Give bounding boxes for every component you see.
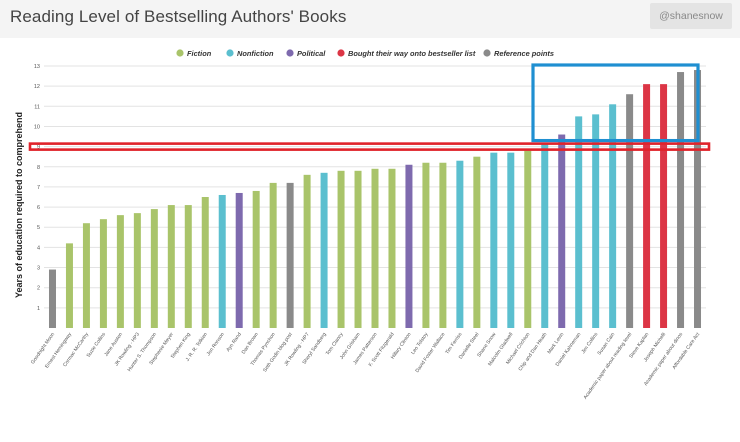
annotations xyxy=(28,63,711,151)
y-tick-label: 8 xyxy=(37,165,40,171)
header: Reading Level of Bestselling Authors' Bo… xyxy=(0,0,740,34)
bar-malcolm-gladwell xyxy=(507,152,515,328)
bar-seth-godin-blog-post xyxy=(286,182,294,328)
bar-stephenie-meyer xyxy=(167,205,175,328)
bar-steve-kaplan xyxy=(643,84,651,328)
bar-academic-paper-about-dinos xyxy=(677,72,685,328)
bar-j-r-r-tolkien xyxy=(201,197,209,328)
legend-label-bought-their-way-onto-bestseller-list: Bought their way onto bestseller list xyxy=(348,49,476,58)
grade-9-highlight-band xyxy=(28,142,711,151)
bar-cormac-mccarthy xyxy=(82,223,90,328)
y-tick-label: 13 xyxy=(34,64,40,70)
bar-jk-rowling-hp3 xyxy=(133,213,141,328)
legend-swatch-fiction xyxy=(176,49,184,57)
bar-tom-clancy xyxy=(337,170,345,328)
bar-james-patterson xyxy=(371,168,379,328)
y-tick-label: 10 xyxy=(34,124,40,130)
bar-jim-collins xyxy=(592,114,600,328)
bar-chart: Fiction Nonfiction Political Bought their w… xyxy=(14,49,711,401)
bar-mark-levin xyxy=(558,134,566,328)
y-tick-label: 2 xyxy=(37,286,40,292)
x-tick-label: Ayn Rand xyxy=(225,332,243,354)
bar-john-grisham xyxy=(354,170,362,328)
legend-item-reference-points: Reference points xyxy=(483,49,554,58)
page-title: Reading Level of Bestselling Authors' Bo… xyxy=(10,7,347,26)
legend-swatch-bought-their-way-onto-bestseller-list xyxy=(337,49,345,57)
bar-hunter-s-thompson xyxy=(150,209,158,328)
bar-goodnight-moon xyxy=(48,269,56,328)
bar-joseph-michelli xyxy=(660,84,668,328)
y-tick-label: 5 xyxy=(37,225,40,231)
legend-label-reference-points: Reference points xyxy=(494,49,554,58)
bar-sheryl-sandberg xyxy=(320,172,328,328)
bar-tim-ferriss xyxy=(456,160,464,328)
bar-thomas-pynchon xyxy=(269,182,277,328)
y-tick-label: 6 xyxy=(37,205,40,211)
bar-suzie-collins xyxy=(99,219,107,328)
bar-f-scott-fitzgerald xyxy=(388,168,396,328)
bar-daniel-kahneman xyxy=(575,116,583,328)
bar-academic-paper-about-reading-level xyxy=(626,94,634,328)
bar-hillary-clinton xyxy=(405,164,413,328)
legend-label-fiction: Fiction xyxy=(187,49,212,58)
legend-swatch-nonfiction xyxy=(226,49,234,57)
y-tick-label: 4 xyxy=(37,245,40,251)
legend-item-bought-their-way-onto-bestseller-list: Bought their way onto bestseller list xyxy=(337,49,476,58)
bar-dan-brown xyxy=(252,190,260,328)
bar-ernest-hemingway xyxy=(65,243,73,328)
legend-item-fiction: Fiction xyxy=(176,49,212,58)
bar-susan-cain xyxy=(609,104,617,329)
bar-jk-rowling-hp7 xyxy=(303,174,311,328)
bar-stephen-king xyxy=(184,205,192,328)
author-handle-badge[interactable]: @shanesnow xyxy=(650,3,732,29)
legend-item-political: Political xyxy=(286,49,326,58)
legend-label-political: Political xyxy=(297,49,326,58)
y-tick-label: 1 xyxy=(37,306,40,312)
bar-affordable-care-act xyxy=(694,70,702,329)
bar-danielle-steel xyxy=(473,156,481,328)
bar-shane-snow xyxy=(490,152,498,328)
y-tick-label: 7 xyxy=(37,185,40,191)
y-tick-label: 3 xyxy=(37,266,40,272)
bar-leo-tolstoy xyxy=(422,162,430,328)
bar-jane-austen xyxy=(116,215,124,328)
legend-swatch-reference-points xyxy=(483,49,491,57)
y-axis-title: Years of education required to comprehen… xyxy=(14,112,24,298)
legend-swatch-political xyxy=(286,49,294,57)
bars xyxy=(48,70,702,329)
bar-ayn-rand xyxy=(235,192,243,328)
bar-david-foster-wallace xyxy=(439,162,447,328)
y-tick-label: 9 xyxy=(37,145,40,151)
legend-item-nonfiction: Nonfiction xyxy=(226,49,274,58)
legend-label-nonfiction: Nonfiction xyxy=(237,49,274,58)
legend: Fiction Nonfiction Political Bought their w… xyxy=(176,49,554,58)
bar-jon-ronson xyxy=(218,194,226,328)
chart-area: Fiction Nonfiction Political Bought their w… xyxy=(0,38,740,442)
bar-chip-and-dan-heath xyxy=(541,142,549,328)
top-readers-highlight-box xyxy=(531,63,700,143)
y-tick-label: 12 xyxy=(34,84,40,90)
y-tick-label: 11 xyxy=(34,104,40,110)
bar-michael-crichton xyxy=(524,150,532,328)
